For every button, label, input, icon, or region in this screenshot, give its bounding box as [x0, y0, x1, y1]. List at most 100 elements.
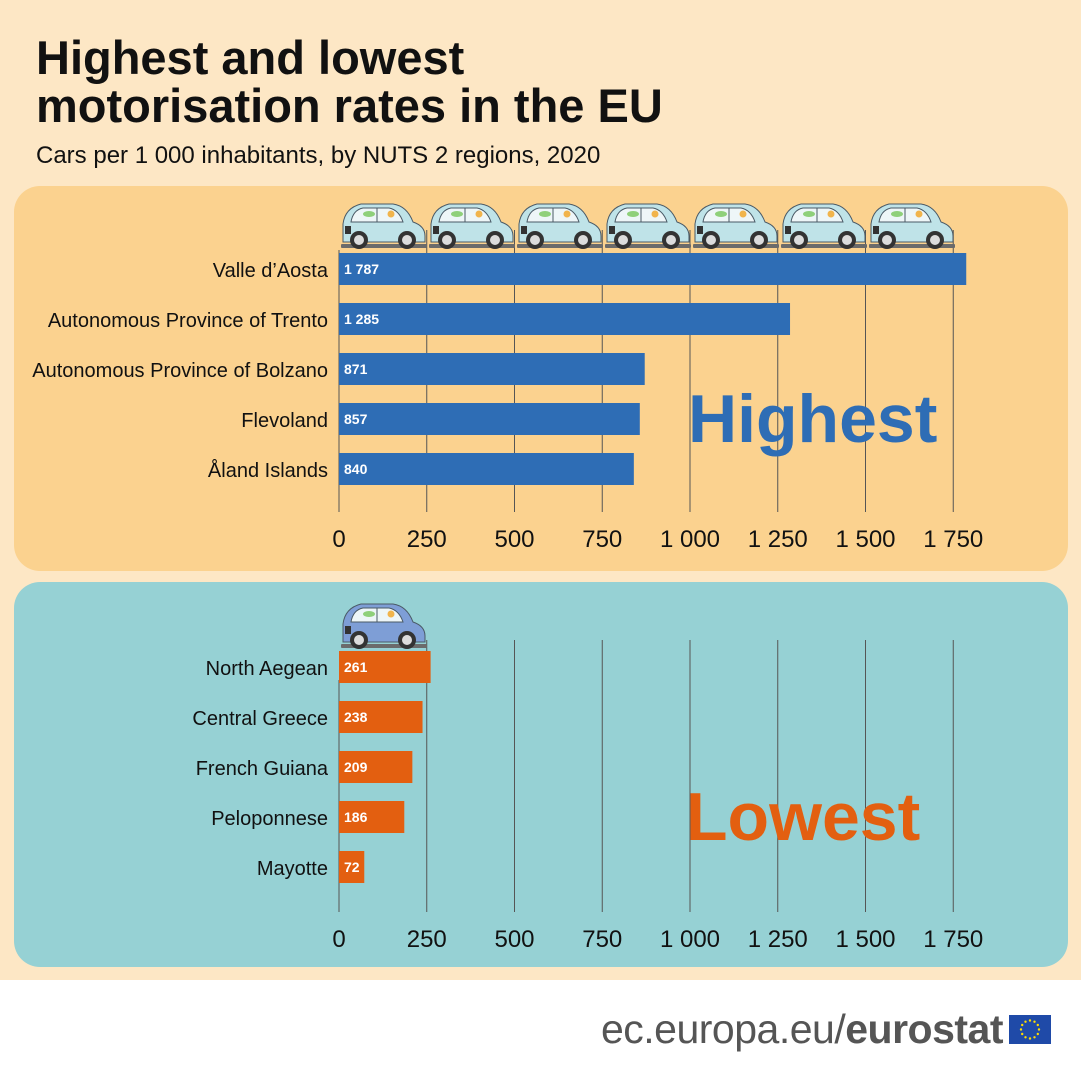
tick-label: 500 — [494, 526, 534, 553]
car-taillight — [785, 226, 791, 234]
tick-label: 250 — [407, 926, 447, 953]
car-hubcap — [578, 235, 588, 245]
car-hubcap — [490, 235, 500, 245]
car-plant — [363, 611, 375, 617]
category-label: Central Greece — [192, 708, 328, 730]
bar-value-label: 1 787 — [344, 261, 379, 277]
category-label: Åland Islands — [208, 459, 328, 482]
tick-label: 750 — [582, 526, 622, 553]
car-plant — [627, 211, 639, 217]
bar — [339, 801, 405, 833]
page-title: Highest and lowest motorisation rates in… — [36, 34, 936, 130]
footer-link[interactable]: ec.europa.eu/eurostat — [600, 1006, 1004, 1053]
bar-value-label: 72 — [344, 859, 360, 875]
car-hubcap — [530, 235, 540, 245]
car-hubcap — [402, 635, 412, 645]
car-hubcap — [930, 235, 940, 245]
footer-site: ec.europa.eu/ — [600, 1006, 846, 1052]
lowest-panel — [14, 582, 1068, 967]
bar — [339, 303, 791, 335]
car-icon — [341, 603, 427, 649]
car-plant — [539, 211, 551, 217]
footer-brand: eurostat — [845, 1006, 1003, 1052]
bar-value-label: 261 — [344, 659, 368, 675]
bar-value-label: 840 — [344, 461, 368, 477]
tick-label: 1 500 — [835, 926, 895, 953]
car-icon — [781, 203, 867, 249]
tick-label: 1 750 — [923, 926, 983, 953]
category-label: North Aegean — [206, 658, 328, 680]
car-taillight — [697, 226, 703, 234]
car-hubcap — [354, 635, 364, 645]
tick-label: 0 — [332, 526, 345, 553]
bar — [339, 353, 645, 385]
tick-label: 0 — [332, 926, 345, 953]
car-hubcap — [794, 235, 804, 245]
footer: ec.europa.eu/eurostat — [0, 980, 1081, 1081]
title-line-1: Highest and lowest — [36, 31, 465, 84]
car-icon — [869, 203, 955, 249]
car-plant — [363, 211, 375, 217]
category-label: Mayotte — [257, 858, 328, 880]
car-plant — [891, 211, 903, 217]
tick-label: 1 250 — [748, 926, 808, 953]
tick-label: 1 750 — [923, 526, 983, 553]
car-driver — [915, 210, 923, 218]
car-taillight — [345, 626, 351, 634]
bar — [339, 253, 967, 285]
bar — [339, 453, 634, 485]
bar-value-label: 857 — [344, 411, 368, 427]
bar-value-label: 871 — [344, 361, 368, 377]
highest-label: Highest — [688, 381, 937, 457]
bar — [339, 701, 423, 733]
car-taillight — [609, 226, 615, 234]
car-taillight — [521, 226, 527, 234]
car-hubcap — [618, 235, 628, 245]
car-driver — [387, 610, 395, 618]
car-hubcap — [842, 235, 852, 245]
tick-label: 1 000 — [660, 526, 720, 553]
tick-label: 1 250 — [748, 526, 808, 553]
car-driver — [827, 210, 835, 218]
car-hubcap — [402, 235, 412, 245]
car-hubcap — [666, 235, 676, 245]
eu-flag-icon — [1009, 1015, 1051, 1044]
car-taillight — [873, 226, 879, 234]
car-driver — [387, 210, 395, 218]
car-hubcap — [882, 235, 892, 245]
bar — [339, 403, 640, 435]
category-label: Peloponnese — [211, 808, 328, 830]
car-driver — [651, 210, 659, 218]
car-hubcap — [442, 235, 452, 245]
car-taillight — [345, 226, 351, 234]
car-hubcap — [754, 235, 764, 245]
car-icon — [605, 203, 691, 249]
car-driver — [739, 210, 747, 218]
car-hubcap — [706, 235, 716, 245]
car-icon — [341, 203, 427, 249]
bar — [339, 751, 413, 783]
tick-label: 1 500 — [835, 526, 895, 553]
car-driver — [563, 210, 571, 218]
car-plant — [715, 211, 727, 217]
car-icon — [517, 203, 603, 249]
car-driver — [475, 210, 483, 218]
category-label: French Guiana — [196, 758, 329, 780]
tick-label: 250 — [407, 526, 447, 553]
category-label: Flevoland — [241, 410, 328, 432]
car-hubcap — [354, 235, 364, 245]
car-icon — [693, 203, 779, 249]
bar-value-label: 238 — [344, 709, 368, 725]
tick-label: 500 — [494, 926, 534, 953]
bar-value-label: 209 — [344, 759, 368, 775]
bar — [339, 651, 431, 683]
category-label: Autonomous Province of Trento — [48, 310, 328, 332]
bar-value-label: 186 — [344, 809, 368, 825]
tick-label: 1 000 — [660, 926, 720, 953]
car-plant — [451, 211, 463, 217]
title-line-2: motorisation rates in the EU — [36, 79, 663, 132]
tick-label: 750 — [582, 926, 622, 953]
bar — [339, 851, 365, 883]
subtitle: Cars per 1 000 inhabitants, by NUTS 2 re… — [36, 142, 601, 169]
